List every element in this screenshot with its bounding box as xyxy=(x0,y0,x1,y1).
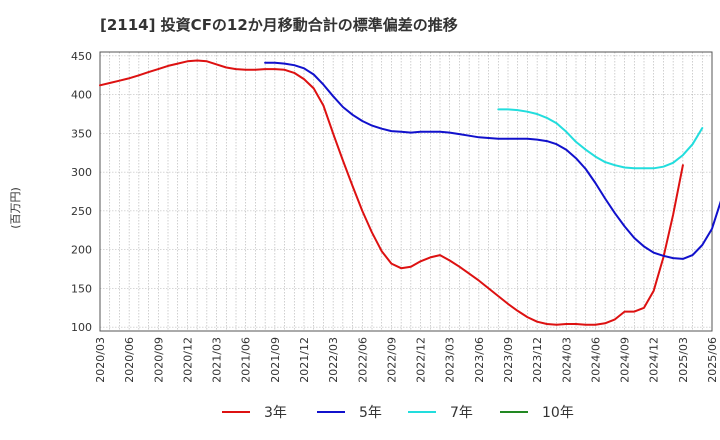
x-tick-label: 2023/03 xyxy=(444,337,457,383)
y-tick-label: 450 xyxy=(71,50,92,63)
y-tick-label: 200 xyxy=(71,244,92,257)
x-tick-label: 2024/03 xyxy=(560,337,573,383)
x-tick-label: 2021/03 xyxy=(211,337,224,383)
x-tick-label: 2020/03 xyxy=(94,337,107,383)
y-tick-label: 150 xyxy=(71,282,92,295)
x-tick-label: 2021/06 xyxy=(240,337,253,383)
y-axis-unit-label: (百万円) xyxy=(9,187,22,229)
x-tick-label: 2025/06 xyxy=(706,337,719,383)
series-line xyxy=(497,108,704,170)
y-tick-label: 100 xyxy=(71,321,92,334)
x-tick-label: 2023/12 xyxy=(531,337,544,383)
x-tick-label: 2022/06 xyxy=(356,337,369,383)
x-tick-label: 2024/06 xyxy=(589,337,602,383)
plot-area xyxy=(100,52,712,331)
x-tick-label: 2023/06 xyxy=(473,337,486,383)
x-tick-label: 2024/09 xyxy=(619,337,632,383)
y-axis-unit-text: (百万円) xyxy=(9,187,22,229)
series-line xyxy=(99,59,684,326)
x-tick-label: 2022/09 xyxy=(385,337,398,383)
plot-frame xyxy=(99,51,713,332)
x-tick-label: 2022/03 xyxy=(327,337,340,383)
y-tick-label: 300 xyxy=(71,166,92,179)
x-tick-label: 2021/09 xyxy=(269,337,282,383)
x-tick-label: 2023/09 xyxy=(502,337,515,383)
x-tick-label: 2022/12 xyxy=(415,337,428,383)
x-tick-label: 2025/03 xyxy=(677,337,690,383)
legend-label: 7年 xyxy=(450,405,473,421)
y-tick-label: 400 xyxy=(71,89,92,102)
legend-label: 5年 xyxy=(359,405,382,421)
x-tick-label: 2020/06 xyxy=(123,337,136,383)
x-tick-label: 2020/09 xyxy=(152,337,165,383)
legend-label: 10年 xyxy=(542,405,574,421)
series-line xyxy=(264,61,720,260)
chart-title: [2114] 投資CFの12か月移動合計の標準偏差の推移 xyxy=(100,16,458,34)
y-tick-label: 250 xyxy=(71,205,92,218)
x-tick-label: 2024/12 xyxy=(648,337,661,383)
x-tick-label: 2020/12 xyxy=(181,337,194,383)
x-tick-label: 2021/12 xyxy=(298,337,311,383)
legend-label: 3年 xyxy=(264,405,287,421)
y-tick-label: 350 xyxy=(71,127,92,140)
